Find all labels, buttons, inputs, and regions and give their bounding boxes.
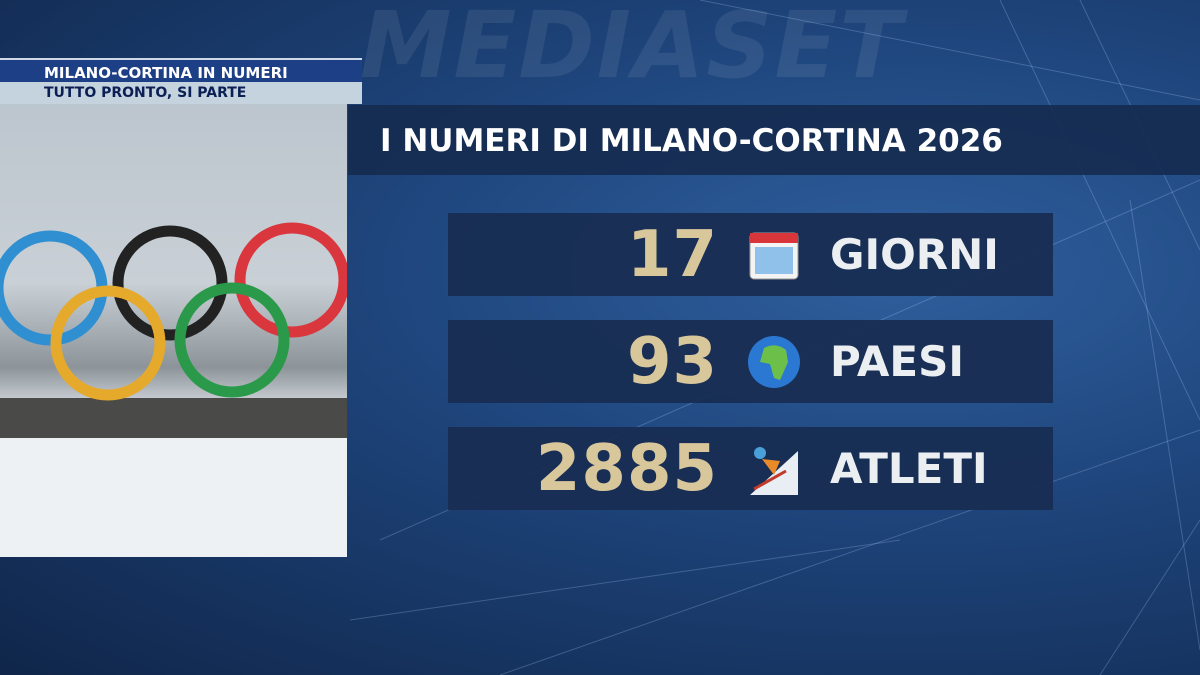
stat-row-countries: 93 PAESI bbox=[448, 320, 1053, 403]
graphic-title: I NUMERI DI MILANO-CORTINA 2026 bbox=[348, 105, 1200, 175]
stat-label: GIORNI bbox=[830, 230, 999, 279]
stat-value: 2885 bbox=[535, 431, 718, 506]
stat-value: 93 bbox=[626, 324, 718, 399]
lower-third: MILANO-CORTINA IN NUMERI TUTTO PRONTO, S… bbox=[0, 58, 362, 104]
stat-label: ATLETI bbox=[830, 444, 988, 493]
stat-label: PAESI bbox=[830, 337, 964, 386]
globe-icon bbox=[744, 332, 804, 392]
stat-value: 17 bbox=[626, 217, 718, 292]
subheadline: TUTTO PRONTO, SI PARTE bbox=[0, 82, 362, 104]
watermark-logo: MEDIASET bbox=[360, 0, 905, 99]
stat-row-athletes: 2885 ATLETI bbox=[448, 427, 1053, 510]
olympic-rings-photo bbox=[0, 58, 347, 557]
stat-row-days: 17 GIORNI bbox=[448, 213, 1053, 296]
skier-icon bbox=[744, 439, 804, 499]
calendar-icon bbox=[744, 225, 804, 285]
headline: MILANO-CORTINA IN NUMERI bbox=[0, 58, 362, 82]
